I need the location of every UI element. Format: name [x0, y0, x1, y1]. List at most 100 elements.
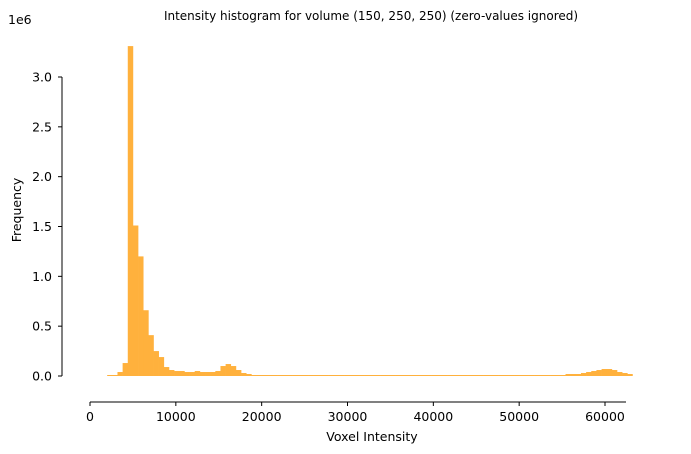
- histogram-bar: [508, 375, 515, 376]
- histogram-bar: [112, 375, 118, 376]
- histogram-bar: [498, 375, 505, 376]
- histogram-bar: [570, 374, 577, 376]
- histogram-bar: [627, 374, 633, 376]
- histogram-bar: [503, 375, 510, 376]
- histogram-bar: [539, 375, 546, 376]
- histogram-bar: [488, 375, 494, 376]
- y-tick-label: 2.0: [32, 169, 52, 184]
- x-tick-label: 40000: [413, 409, 453, 424]
- histogram-bar: [467, 375, 474, 376]
- histogram-bar: [117, 372, 123, 376]
- x-tick-label: 10000: [156, 409, 196, 424]
- y-tick-label: 1.0: [32, 269, 52, 284]
- histogram-bar: [565, 374, 571, 376]
- histogram-bar: [271, 375, 278, 376]
- histogram-bar: [107, 375, 113, 376]
- histogram-bar: [591, 371, 597, 376]
- histogram-bar: [462, 375, 468, 376]
- histogram-bar: [426, 375, 432, 376]
- histogram-bar: [611, 370, 618, 376]
- histogram-bar: [266, 375, 273, 376]
- histogram-bar: [194, 371, 201, 376]
- x-axis-ticks: 0 10000 20000 30000 40000 50000 60000: [86, 402, 625, 424]
- histogram-bar: [323, 375, 329, 376]
- histogram-bar: [308, 375, 314, 376]
- histogram-bar: [328, 375, 335, 376]
- histogram-bar: [416, 375, 422, 376]
- histogram-bar: [436, 375, 443, 376]
- histogram-bar: [230, 366, 237, 376]
- histogram-bar: [534, 375, 541, 376]
- histogram-bars: [107, 46, 633, 376]
- histogram-bar: [127, 46, 134, 376]
- histogram-bar: [174, 371, 180, 376]
- x-tick-label: 50000: [499, 409, 539, 424]
- histogram-bar: [256, 375, 262, 376]
- histogram-bar: [529, 375, 535, 376]
- y-tick-label: 0.5: [32, 319, 52, 334]
- histogram-bar: [452, 375, 458, 376]
- y-axis-label: Frequency: [9, 177, 24, 242]
- histogram-bar: [580, 373, 587, 376]
- histogram-bar: [199, 372, 206, 376]
- histogram-bar: [184, 372, 190, 376]
- histogram-bar: [601, 369, 608, 376]
- histogram-bar: [395, 375, 402, 376]
- histogram-bar: [235, 370, 242, 376]
- histogram-bar: [575, 374, 582, 376]
- histogram-bar: [153, 351, 159, 376]
- histogram-bar: [524, 375, 530, 376]
- histogram-bar: [364, 375, 371, 376]
- y-tick-label: 2.5: [32, 119, 52, 134]
- histogram-bar: [179, 371, 185, 376]
- histogram-bar: [390, 375, 396, 376]
- y-tick-label: 1.5: [32, 219, 52, 234]
- x-tick-label: 30000: [328, 409, 368, 424]
- histogram-bar: [277, 375, 283, 376]
- histogram-bar: [333, 375, 340, 376]
- histogram-bar: [431, 375, 438, 376]
- histogram-bar: [405, 375, 412, 376]
- histogram-bar: [622, 373, 628, 376]
- histogram-bar: [205, 372, 211, 376]
- histogram-bar: [138, 256, 144, 376]
- histogram-bar: [215, 371, 221, 376]
- histogram-bar: [411, 375, 417, 376]
- y-tick-label: 3.0: [32, 70, 52, 85]
- histogram-bar: [550, 375, 556, 376]
- histogram-bar: [349, 375, 355, 376]
- histogram-bar: [313, 375, 319, 376]
- histogram-bar: [606, 369, 613, 376]
- histogram-bar: [493, 375, 499, 376]
- histogram-bar: [400, 375, 407, 376]
- histogram-bar: [617, 372, 623, 376]
- histogram-bar: [189, 372, 196, 376]
- histogram-bar: [143, 310, 149, 376]
- histogram-bar: [292, 375, 299, 376]
- histogram-bar: [158, 357, 165, 376]
- histogram-bar: [287, 375, 293, 376]
- x-axis-label: Voxel Intensity: [326, 429, 418, 444]
- histogram-bar: [148, 335, 154, 376]
- histogram-bar: [132, 225, 139, 376]
- histogram-bar: [519, 375, 525, 376]
- histogram-bar: [344, 375, 350, 376]
- histogram-bar: [251, 375, 257, 376]
- histogram-bar: [338, 375, 345, 376]
- x-tick-label: 20000: [242, 409, 282, 424]
- histogram-bar: [246, 374, 252, 376]
- y-offset-label: 1e6: [8, 12, 32, 27]
- x-tick-label: 0: [86, 409, 94, 424]
- histogram-bar: [359, 375, 365, 376]
- histogram-bar: [447, 375, 453, 376]
- histogram-bar: [586, 372, 592, 376]
- histogram-bar: [369, 375, 376, 376]
- histogram-bar: [168, 370, 175, 376]
- histogram-bar: [163, 367, 170, 376]
- histogram-bar: [514, 375, 520, 376]
- histogram-bar: [596, 370, 602, 376]
- histogram-bar: [380, 375, 386, 376]
- y-tick-label: 0.0: [32, 369, 52, 384]
- histogram-bar: [261, 375, 268, 376]
